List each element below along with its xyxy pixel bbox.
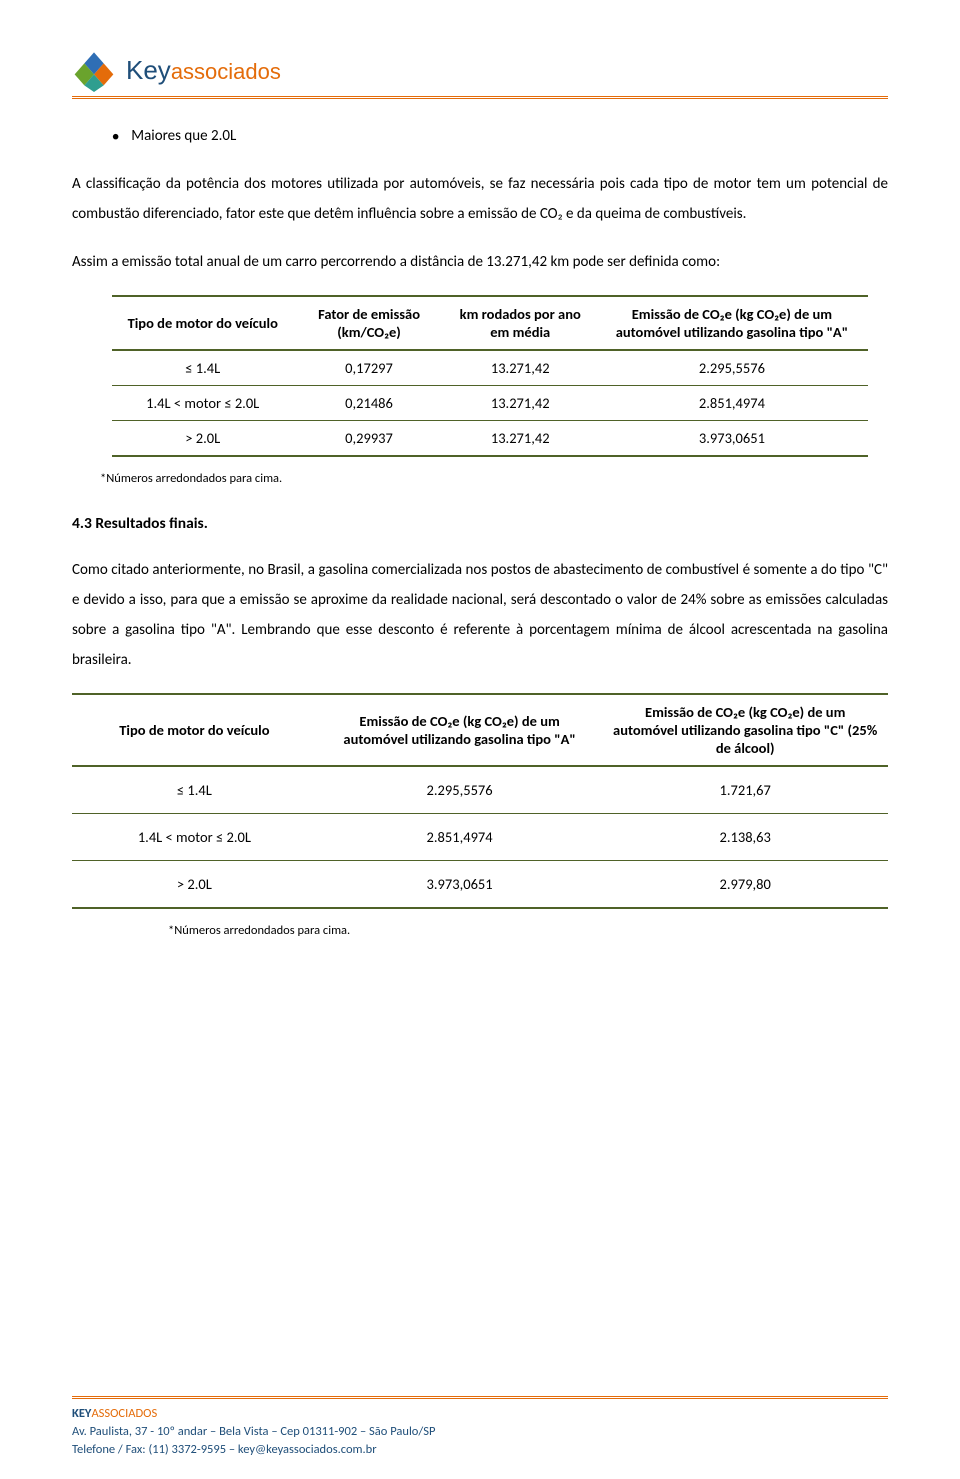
footer-key: KEY <box>72 1406 91 1421</box>
table-cell: 2.295,5576 <box>596 350 868 386</box>
table-cell: ≤ 1.4L <box>112 350 293 386</box>
table-cell: 3.973,0651 <box>317 861 603 909</box>
header-logo: Key associados <box>72 48 888 99</box>
table-cell: 3.973,0651 <box>596 421 868 457</box>
table-row: > 2.0L3.973,06512.979,80 <box>72 861 888 909</box>
t1-col-1: Fator de emissão (km/CO₂e) <box>293 296 444 350</box>
header-rule <box>72 96 888 99</box>
t2-col-0: Tipo de motor do veículo <box>72 694 317 766</box>
t2-col-1: Emissão de CO₂e (kg CO₂e) de um automóve… <box>317 694 603 766</box>
bullet-dot-icon: ● <box>112 127 119 147</box>
table-cell: 13.271,42 <box>445 350 596 386</box>
table2-header-row: Tipo de motor do veículo Emissão de CO₂e… <box>72 694 888 766</box>
rounding-note-1: *Números arredondados para cima. <box>100 471 888 486</box>
section-heading-results: 4.3 Resultados finais. <box>72 514 888 533</box>
table-cell: 2.851,4974 <box>596 386 868 421</box>
table-cell: > 2.0L <box>112 421 293 457</box>
rounding-note-2: *Números arredondados para cima. <box>168 923 888 938</box>
table-row: 1.4L < motor ≤ 2.0L0,2148613.271,422.851… <box>112 386 868 421</box>
bullet-item: ● Maiores que 2.0L <box>112 127 888 147</box>
table-cell: 2.138,63 <box>602 814 888 861</box>
table-cell: 2.851,4974 <box>317 814 603 861</box>
table-cell: 13.271,42 <box>445 386 596 421</box>
t1-col-3: Emissão de CO₂e (kg CO₂e) de um automóve… <box>596 296 868 350</box>
table-cell: ≤ 1.4L <box>72 766 317 814</box>
footer-assoc: ASSOCIADOS <box>91 1406 157 1421</box>
table-cell: 13.271,42 <box>445 421 596 457</box>
t1-body: ≤ 1.4L0,1729713.271,422.295,55761.4L < m… <box>112 350 868 456</box>
bullet-text: Maiores que 2.0L <box>131 127 236 147</box>
brand-mark-icon <box>72 48 116 92</box>
table-cell: 2.979,80 <box>602 861 888 909</box>
emissions-table-2: Tipo de motor do veículo Emissão de CO₂e… <box>72 693 888 909</box>
table-cell: 1.4L < motor ≤ 2.0L <box>112 386 293 421</box>
brand-associados: associados <box>171 59 281 85</box>
table-row: ≤ 1.4L2.295,55761.721,67 <box>72 766 888 814</box>
t2-col-2: Emissão de CO₂e (kg CO₂e) de um automóve… <box>602 694 888 766</box>
table-cell: 0,29937 <box>293 421 444 457</box>
footer-address: Av. Paulista, 37 - 10º andar – Bela Vist… <box>72 1423 888 1441</box>
t1-col-2: km rodados por ano em média <box>445 296 596 350</box>
table-cell: 1.721,67 <box>602 766 888 814</box>
table1-header-row: Tipo de motor do veículo Fator de emissã… <box>112 296 868 350</box>
table-cell: > 2.0L <box>72 861 317 909</box>
table-cell: 0,21486 <box>293 386 444 421</box>
brand-key: Key <box>126 55 171 86</box>
page-footer: KEYASSOCIADOS Av. Paulista, 37 - 10º and… <box>72 1368 888 1459</box>
paragraph-definition: Assim a emissão total anual de um carro … <box>72 247 888 277</box>
table-cell: 2.295,5576 <box>317 766 603 814</box>
paragraph-results: Como citado anteriormente, no Brasil, a … <box>72 555 888 675</box>
t2-body: ≤ 1.4L2.295,55761.721,671.4L < motor ≤ 2… <box>72 766 888 908</box>
t1-col-0: Tipo de motor do veículo <box>112 296 293 350</box>
table-cell: 0,17297 <box>293 350 444 386</box>
table-row: > 2.0L0,2993713.271,423.973,0651 <box>112 421 868 457</box>
emissions-table-1: Tipo de motor do veículo Fator de emissã… <box>112 295 868 457</box>
table-row: ≤ 1.4L0,1729713.271,422.295,5576 <box>112 350 868 386</box>
footer-brand: KEYASSOCIADOS <box>72 1405 888 1423</box>
table-row: 1.4L < motor ≤ 2.0L2.851,49742.138,63 <box>72 814 888 861</box>
paragraph-classification: A classificação da potência dos motores … <box>72 169 888 229</box>
footer-contact: Telefone / Fax: (11) 3372-9595 – key@key… <box>72 1441 888 1459</box>
table-cell: 1.4L < motor ≤ 2.0L <box>72 814 317 861</box>
brand-wordmark: Key associados <box>126 55 281 86</box>
footer-rule <box>72 1396 888 1399</box>
